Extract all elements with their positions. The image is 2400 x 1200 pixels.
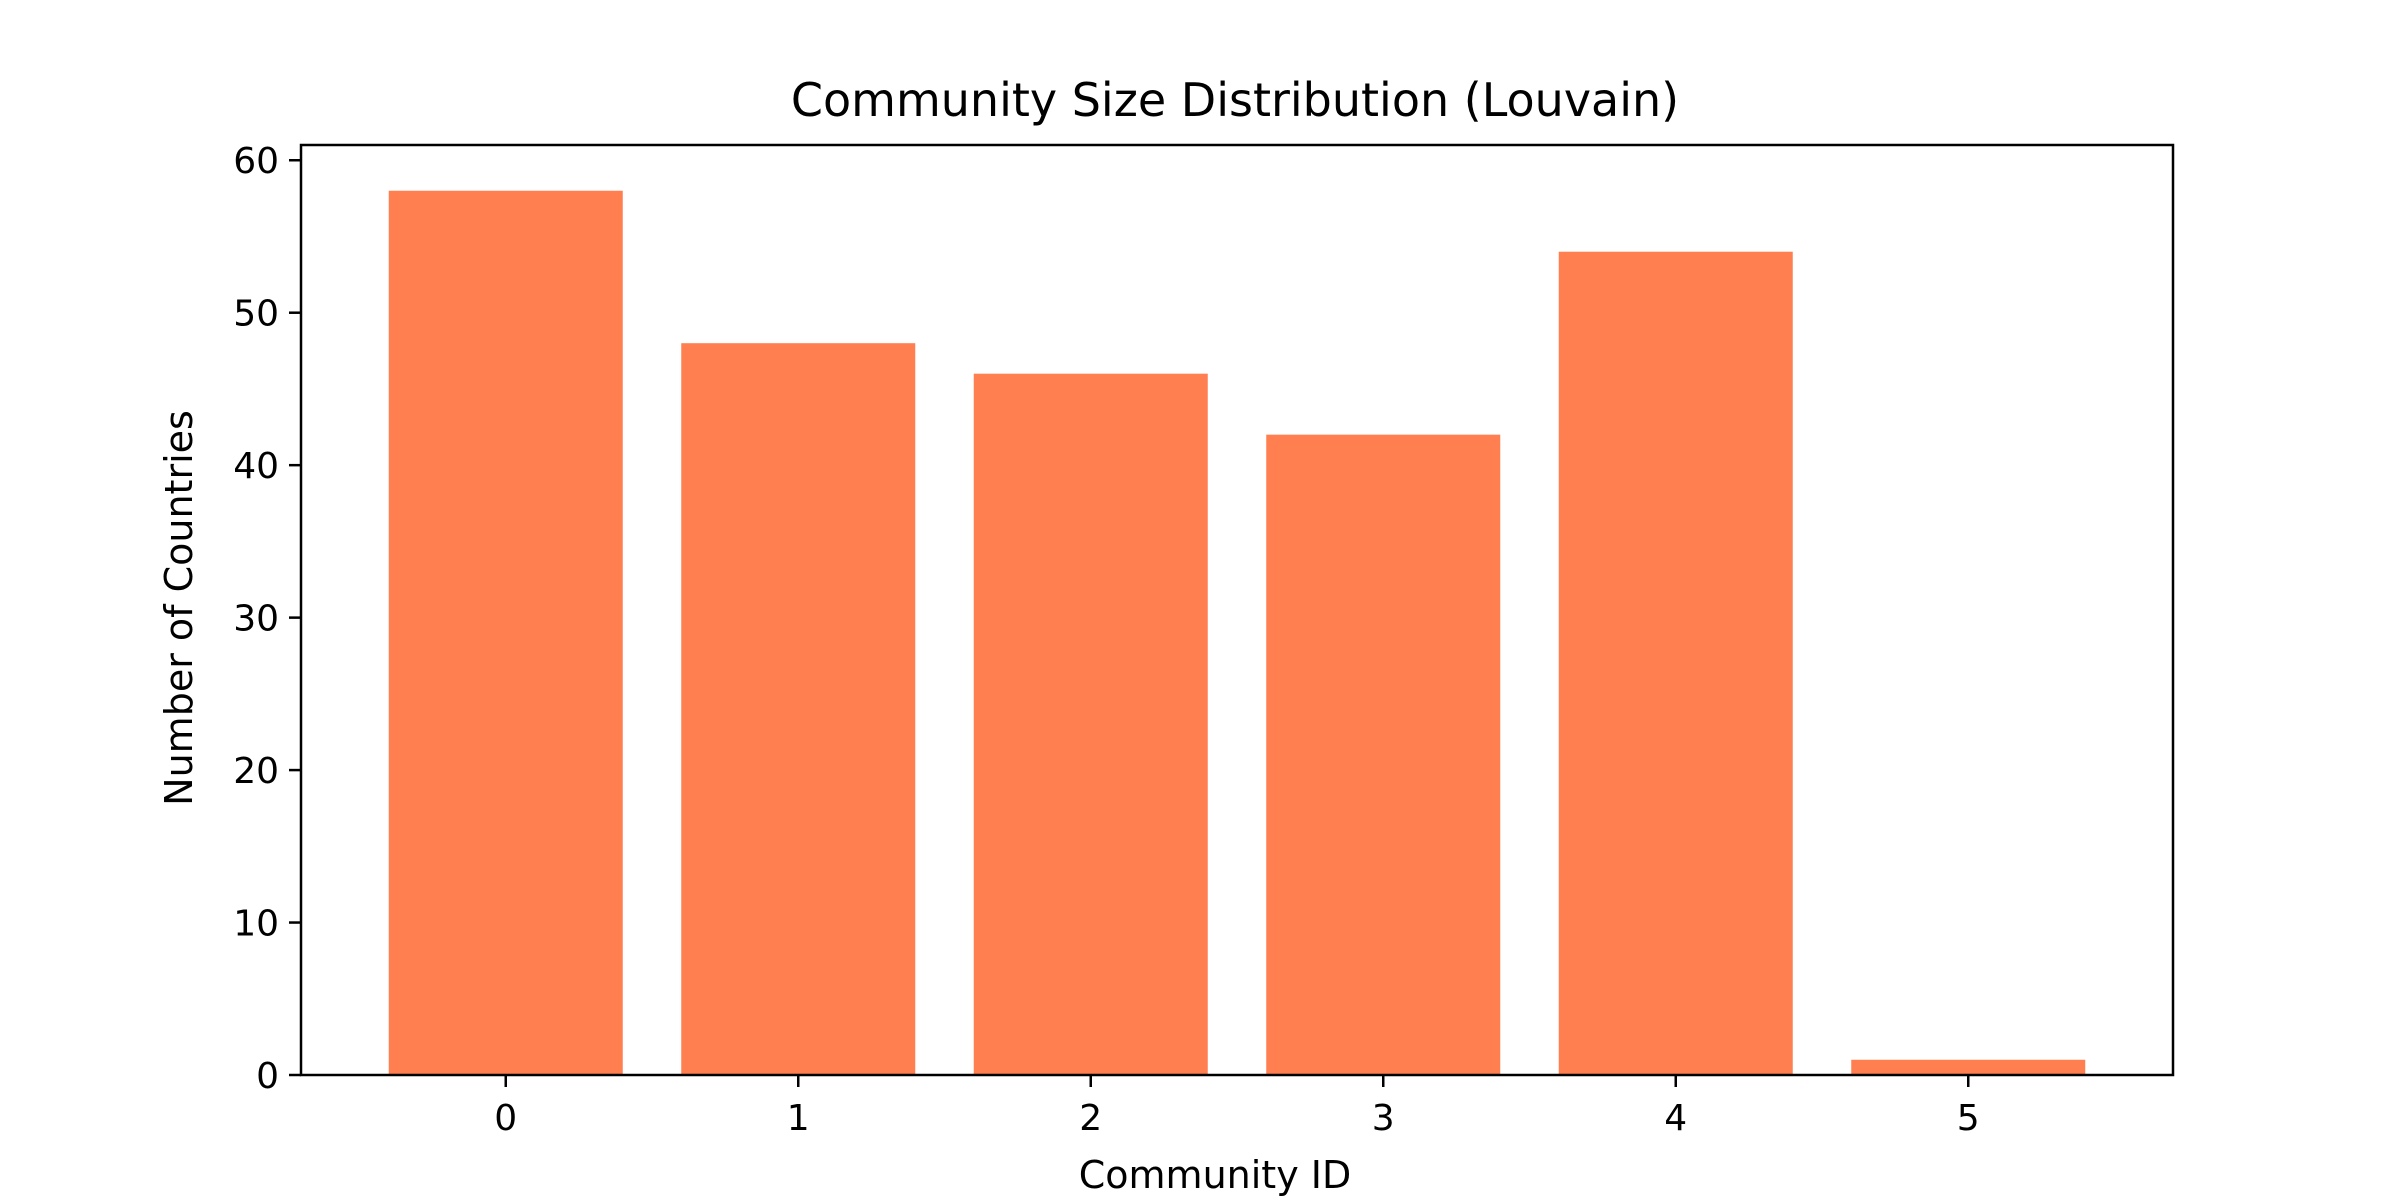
x-tick-label-5: 5	[1957, 1098, 1980, 1139]
chart-title: Community Size Distribution (Louvain)	[791, 73, 1679, 127]
y-tick-label-40: 40	[233, 446, 279, 487]
bar-1	[681, 343, 916, 1075]
plot-area: 0 10 20 30 40 50 60 0 1 2 3 4 5	[233, 141, 2175, 1139]
bar-0	[388, 190, 623, 1076]
y-tick-label-30: 30	[233, 599, 279, 640]
bar-3	[1266, 434, 1501, 1075]
x-tick-label-2: 2	[1079, 1098, 1102, 1139]
plot-frame	[299, 143, 2175, 1077]
y-tick-label-60: 60	[233, 141, 279, 182]
x-tick-label-0: 0	[494, 1098, 517, 1139]
y-axis-label: Number of Countries	[157, 410, 201, 806]
bar-2	[973, 373, 1208, 1075]
x-tick-label-1: 1	[787, 1098, 810, 1139]
bar-5	[1851, 1059, 2086, 1075]
y-tick-label-50: 50	[233, 294, 279, 335]
x-tick-label-3: 3	[1372, 1098, 1395, 1139]
x-axis-label: Community ID	[1079, 1153, 1351, 1197]
bar-4	[1558, 251, 1793, 1075]
y-tick-label-0: 0	[256, 1056, 279, 1097]
y-tick-label-20: 20	[233, 751, 279, 792]
y-tick-label-10: 10	[233, 904, 279, 945]
x-tick-label-4: 4	[1664, 1098, 1687, 1139]
